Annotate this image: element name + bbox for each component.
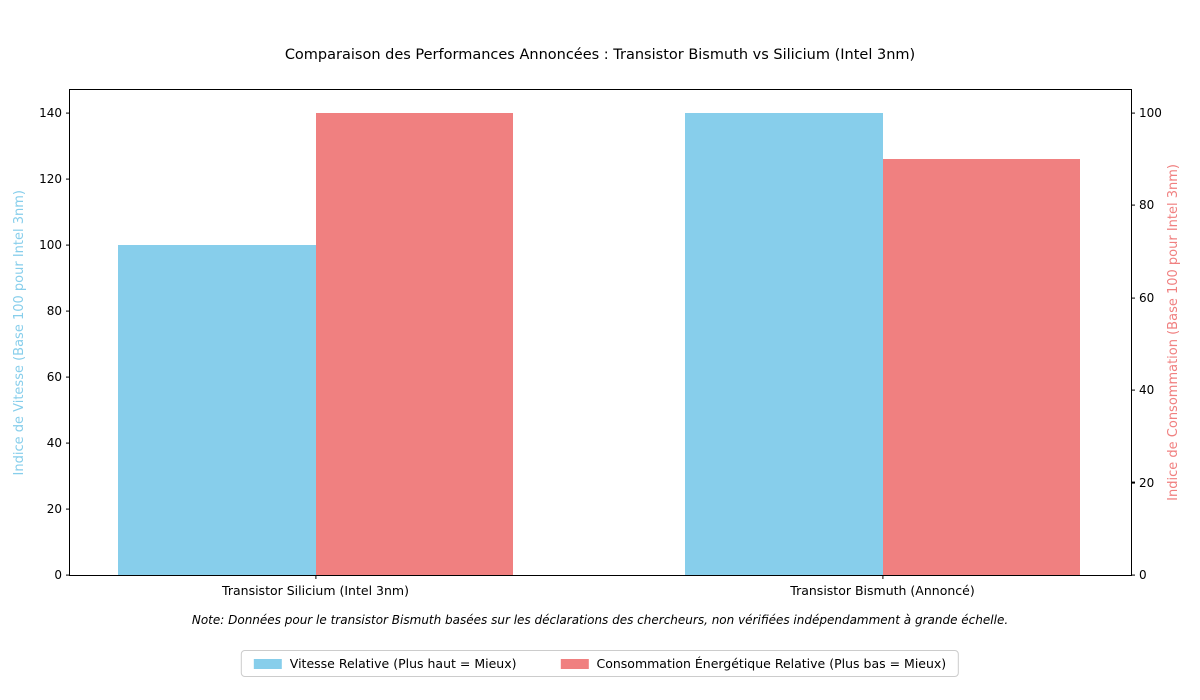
y-axis-right-tick xyxy=(1131,297,1135,299)
y-axis-right-tick xyxy=(1131,204,1135,207)
y-axis-left-tick xyxy=(66,112,70,114)
x-axis-tick xyxy=(881,575,884,579)
y-axis-left-tick xyxy=(66,376,70,378)
y-axis-left-tick xyxy=(66,178,70,180)
y-axis-right-tick xyxy=(1131,389,1135,391)
y-axis-left-tick xyxy=(66,508,70,510)
x-axis-tick xyxy=(314,575,317,579)
y-axis-left-tick-label: 140 xyxy=(39,106,62,121)
y-axis-left-tick xyxy=(66,310,70,312)
y-axis-right-tick xyxy=(1131,482,1135,484)
y-axis-left-tick-label: 20 xyxy=(46,502,62,517)
y-axis-left-tick-label: 60 xyxy=(46,370,62,385)
x-axis-category-label: Transistor Bismuth (Annoncé) xyxy=(790,583,975,598)
bar-consommation-silicium xyxy=(315,113,514,575)
x-axis-category-label: Transistor Silicium (Intel 3nm) xyxy=(222,583,409,598)
y-axis-right-tick-label: 20 xyxy=(1139,475,1155,490)
y-axis-right-tick-label: 80 xyxy=(1139,198,1155,213)
y-axis-left-tick xyxy=(66,244,70,246)
y-axis-right-tick-label: 0 xyxy=(1139,568,1147,582)
y-axis-right-tick xyxy=(1131,112,1135,114)
legend-swatch-vitesse xyxy=(253,658,282,669)
y-axis-left-tick-label: 120 xyxy=(39,172,62,187)
bar-vitesse-silicium xyxy=(117,245,316,575)
y-axis-left-tick-label: 80 xyxy=(46,304,62,319)
bar-vitesse-bismuth xyxy=(684,113,883,575)
left-axis-label: Indice de Vitesse (Base 100 pour Intel 3… xyxy=(11,189,27,476)
bar-consommation-bismuth xyxy=(882,159,1081,575)
legend-swatch-consommation xyxy=(560,658,589,669)
y-axis-left-tick xyxy=(66,574,70,576)
y-axis-right-tick-label: 100 xyxy=(1139,106,1162,121)
right-axis-label: Indice de Consommation (Base 100 pour In… xyxy=(1165,164,1181,501)
chart-title: Comparaison des Performances Annoncées :… xyxy=(284,47,916,63)
legend-label-vitesse: Vitesse Relative (Plus haut = Mieux) xyxy=(289,656,517,671)
legend: Vitesse Relative (Plus haut = Mieux) Cons… xyxy=(240,650,960,677)
y-axis-left-tick-label: 100 xyxy=(39,238,62,253)
footnote: Note: Données pour le transistor Bismuth… xyxy=(191,613,1009,627)
y-axis-right-tick-label: 60 xyxy=(1139,290,1155,305)
right-axis-label-box: Indice de Consommation (Base 100 pour In… xyxy=(1162,89,1184,576)
plot-area: 0 20 40 60 80 100 120 140 0 20 40 60 80 100 Transistor… xyxy=(39,89,1162,598)
legend-entry-consommation: Consommation Énergétique Relative (Plus … xyxy=(560,656,946,671)
y-axis-right-tick xyxy=(1131,574,1135,576)
legend-label-consommation: Consommation Énergétique Relative (Plus … xyxy=(596,656,947,671)
y-axis-left-tick xyxy=(66,442,70,444)
left-axis-label-box: Indice de Vitesse (Base 100 pour Intel 3… xyxy=(8,89,30,576)
y-axis-right-tick-label: 40 xyxy=(1139,383,1155,398)
y-axis-left-tick-label: 0 xyxy=(54,568,62,582)
legend-entry-vitesse: Vitesse Relative (Plus haut = Mieux) xyxy=(253,656,517,671)
y-axis-left-tick-label: 40 xyxy=(46,436,62,451)
